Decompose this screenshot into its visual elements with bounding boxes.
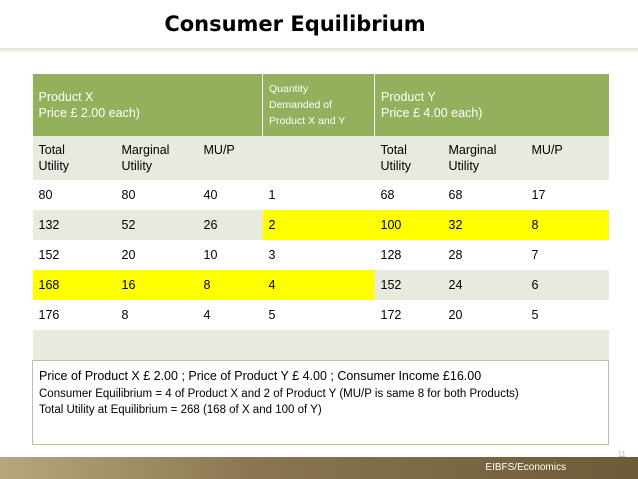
quantity-header: Quantity Demanded of Product X and Y [262,74,375,136]
table-row: 80 80 40 1 68 68 17 [32,180,609,210]
table-empty-row [32,330,609,361]
y-total-utility-header: Total Utility [374,136,443,180]
page-number: 11 [617,450,626,459]
table-subheader-row: Total Utility Marginal Utility MU/P Total U… [32,136,609,180]
product-y-header: Product Y Price £ 4.00 each) [374,74,609,136]
total-utility-note: Total Utility at Equilibrium = 268 (168 … [39,404,322,416]
highlighted-cell: 16 [115,270,198,300]
page-title: Consumer Equilibrium [164,12,426,36]
highlighted-cell: 168 [32,270,116,300]
equilibrium-table: Product X Price £ 2.00 each) Quantity De… [32,74,609,445]
table-header-row: Product X Price £ 2.00 each) Quantity De… [32,74,609,136]
notes-cell: Price of Product X £ 2.00 ; Price of Pro… [32,360,609,445]
x-marginal-utility-header: Marginal Utility [115,136,198,180]
y-marginal-utility-header: Marginal Utility [442,136,526,180]
x-total-utility-header: Total Utility [32,136,116,180]
highlighted-cell: 2 [262,210,375,240]
y-mup-header: MU/P [525,136,609,180]
x-mup-header: MU/P [197,136,263,180]
price-note: Price of Product X £ 2.00 ; Price of Pro… [39,369,482,383]
table-row: 152 20 10 3 128 28 7 [32,240,609,270]
highlighted-cell: 8 [197,270,263,300]
table-row: 132 52 26 2 100 32 8 [32,210,609,240]
highlighted-cell: 32 [442,210,526,240]
highlighted-cell: 8 [525,210,609,240]
product-x-header: Product X Price £ 2.00 each) [32,74,263,136]
highlighted-cell: 100 [374,210,443,240]
table-row: 168 16 8 4 152 24 6 [32,270,609,300]
highlighted-cell: 4 [262,270,375,300]
quantity-subheader [262,136,375,180]
table-row: 176 8 4 5 172 20 5 [32,300,609,330]
footer-band [0,457,638,479]
footer-label: EIBFS/Economics [485,462,566,473]
equilibrium-note: Consumer Equilibrium = 4 of Product X an… [39,388,519,400]
title-underline [0,48,638,54]
table-notes-row: Price of Product X £ 2.00 ; Price of Pro… [32,360,609,445]
